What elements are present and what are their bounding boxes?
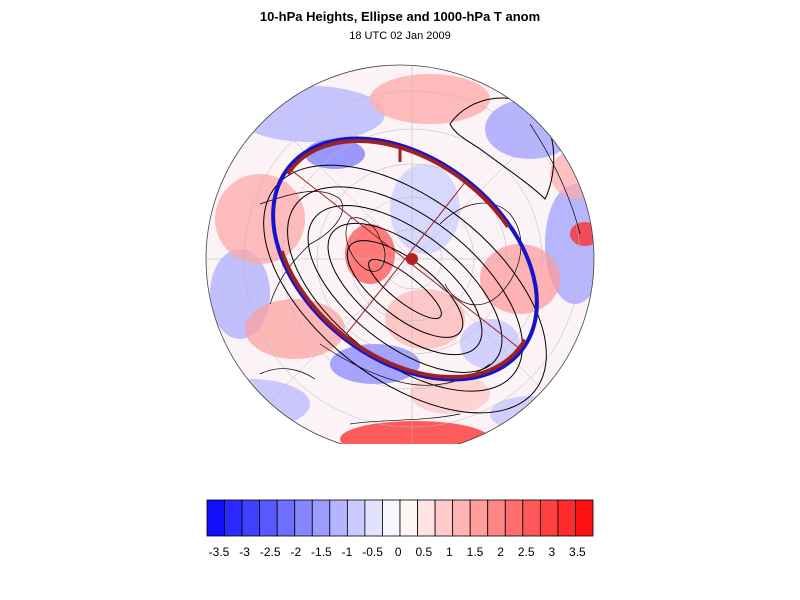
- colorbar-tick-label: -1.5: [311, 545, 332, 559]
- colorbar-tick-label: 2: [497, 545, 504, 559]
- height-contour: [307, 205, 503, 373]
- colorbar-tick-label: -2.5: [260, 545, 281, 559]
- colorbar-box: [417, 499, 436, 537]
- warm-anomaly: [345, 224, 395, 284]
- colorbar-tick-label: -2: [290, 545, 301, 559]
- colorbar-tick-label: 1.5: [467, 545, 484, 559]
- ellipse-minor-axis: [344, 181, 466, 337]
- cold-anomaly: [390, 164, 460, 254]
- warm-anomaly: [570, 222, 594, 246]
- colorbar-tick-label: 3.5: [569, 545, 586, 559]
- colorbar-labels: -3.5 -3 -2.5 -2 -1.5 -1 -0.5 0 0.5 1 1.5 2 2.5 3 3.5: [209, 545, 586, 559]
- warm-anomaly: [215, 174, 305, 264]
- coastlines: [259, 123, 581, 425]
- warm-anomaly: [370, 74, 490, 124]
- colorbar-tick-label: 1: [446, 545, 453, 559]
- colorbar-box: [259, 499, 278, 537]
- colorbar-tick-label: 0.5: [415, 545, 432, 559]
- globe-outline: [205, 64, 595, 444]
- colorbar-box: [382, 499, 401, 537]
- colorbar-box: [452, 499, 471, 537]
- colorbar-box: [241, 499, 261, 537]
- colorbar-box: [206, 499, 225, 537]
- colorbar-box: [487, 499, 506, 537]
- colorbar-box: [399, 499, 418, 537]
- map-subtitle: 18 UTC 02 Jan 2009: [349, 30, 451, 42]
- colorbar-box: [311, 499, 331, 537]
- warm-anomaly: [480, 244, 560, 314]
- cold-anomaly: [330, 344, 420, 384]
- colorbar-tick-label: 3: [548, 545, 555, 559]
- colorbar-box: [276, 499, 296, 537]
- colorbar-tick-label: 0: [395, 545, 402, 559]
- height-contour: [263, 164, 547, 414]
- colorbar-box: [294, 499, 313, 537]
- colorbar-box: [434, 499, 454, 537]
- colorbar-box: [224, 499, 243, 537]
- ellipse-center-marker: [406, 253, 418, 265]
- colorbar-boxes: [206, 499, 594, 537]
- height-contour: [449, 97, 555, 200]
- cold-anomaly: [490, 396, 570, 432]
- map-title: 10-hPa Heights, Ellipse and 1000-hPa T a…: [259, 9, 541, 24]
- warm-anomaly: [340, 421, 490, 444]
- colorbar-box: [504, 499, 524, 537]
- colorbar-tick-label: -3: [239, 545, 250, 559]
- colorbar-tick-label: -1: [342, 545, 353, 559]
- vortex-ellipse: [271, 136, 539, 382]
- colorbar-box: [539, 499, 559, 537]
- warm-anomaly: [385, 289, 465, 349]
- colorbar: -3.5 -3 -2.5 -2 -1.5 -1 -0.5 0 0.5 1 1.5 2 2.5 3 3.5: [206, 499, 594, 559]
- colorbar-tick-label: -0.5: [362, 545, 383, 559]
- height-contours: [263, 164, 547, 414]
- height-contour: [346, 240, 464, 338]
- colorbar-box: [575, 499, 594, 537]
- colorbar-tick-label: 2.5: [518, 545, 535, 559]
- colorbar-box: [364, 499, 383, 537]
- height-contour: [368, 258, 442, 320]
- colorbar-box: [329, 499, 348, 537]
- colorbar-box: [557, 499, 576, 537]
- colorbar-tick-label: -3.5: [209, 545, 230, 559]
- cold-anomaly: [460, 319, 520, 369]
- anomaly-field: [206, 65, 594, 444]
- cold-anomaly: [235, 86, 385, 142]
- colorbar-box: [522, 499, 541, 537]
- polar-map: [205, 64, 595, 444]
- colorbar-box: [346, 499, 366, 537]
- colorbar-box: [469, 499, 489, 537]
- cold-anomaly: [485, 99, 575, 159]
- height-contour: [327, 222, 483, 356]
